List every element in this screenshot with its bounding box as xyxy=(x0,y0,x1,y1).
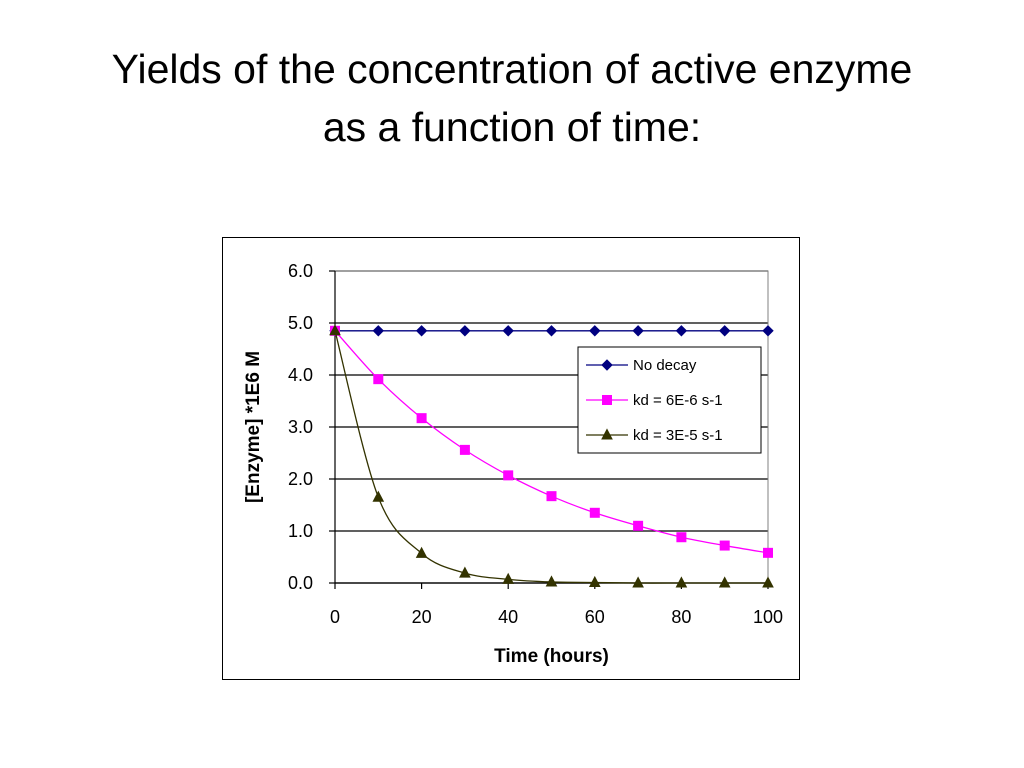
series-line xyxy=(334,330,768,584)
data-point xyxy=(503,470,514,481)
data-point xyxy=(416,413,427,424)
data-point xyxy=(372,490,385,502)
y-axis-title: [Enzyme] *1E6 M xyxy=(243,351,264,503)
x-tick-label: 80 xyxy=(671,607,691,627)
y-tick-label: 1.0 xyxy=(288,521,313,541)
data-point xyxy=(676,532,687,543)
y-tick-label: 5.0 xyxy=(288,313,313,333)
data-point xyxy=(459,444,470,455)
series-layer xyxy=(329,324,774,588)
y-tick-label: 6.0 xyxy=(288,261,313,281)
legend-entry-label: kd = 6E-6 s-1 xyxy=(633,392,723,409)
x-tick-label: 0 xyxy=(330,607,340,627)
data-point xyxy=(675,325,688,337)
y-tick-label: 3.0 xyxy=(288,417,313,437)
data-point xyxy=(762,576,774,588)
legend-marker xyxy=(601,359,613,371)
x-tick-label: 40 xyxy=(498,607,518,627)
data-point xyxy=(329,324,341,336)
data-point xyxy=(632,325,644,337)
data-point xyxy=(762,325,774,337)
x-axis-title: Time (hours) xyxy=(494,646,609,667)
series-2 xyxy=(330,325,773,558)
x-tick-label: 100 xyxy=(753,607,783,627)
legend-marker xyxy=(602,395,612,405)
series-3 xyxy=(329,324,774,588)
data-point xyxy=(372,325,385,337)
legend-entry-label: No decay xyxy=(633,357,697,374)
data-point xyxy=(459,566,471,578)
data-point xyxy=(719,540,730,551)
y-tick-label: 2.0 xyxy=(288,469,313,489)
slide-title-line-2: as a function of time: xyxy=(322,104,702,150)
data-point xyxy=(415,325,428,337)
data-point xyxy=(675,576,688,588)
series-1 xyxy=(329,325,774,337)
y-tick-label: 4.0 xyxy=(288,365,313,385)
data-point xyxy=(373,374,384,385)
data-point xyxy=(589,507,600,518)
data-point xyxy=(502,325,514,337)
x-tick-label: 60 xyxy=(585,607,605,627)
data-point xyxy=(589,325,601,337)
data-point xyxy=(545,325,558,337)
chart-frame xyxy=(222,237,800,680)
data-point xyxy=(718,576,731,588)
axes-layer: 0.0 1.0 2.0 3.0 4.0 5.0 6.0 0 20 40 60 80 100 xyxy=(288,261,783,627)
data-point xyxy=(546,491,557,502)
x-tick-label: 20 xyxy=(412,607,432,627)
y-tick-label: 0.0 xyxy=(288,573,313,593)
data-point xyxy=(633,520,644,531)
data-point xyxy=(588,575,601,587)
data-point xyxy=(415,546,428,558)
data-point xyxy=(763,547,773,558)
slide-title: Yields of the concentration of active en… xyxy=(0,40,1024,156)
slide-title-line-1: Yields of the concentration of active en… xyxy=(111,46,913,92)
data-point xyxy=(545,575,558,587)
data-point xyxy=(718,325,731,337)
data-point xyxy=(459,325,471,337)
legend-entry-label: kd = 3E-5 s-1 xyxy=(633,427,723,444)
legend-marker xyxy=(601,428,613,440)
legend: No decay kd = 6E-6 s-1 kd = 3E-5 s-1 xyxy=(577,346,762,454)
data-point xyxy=(632,576,644,588)
data-point xyxy=(502,572,515,584)
